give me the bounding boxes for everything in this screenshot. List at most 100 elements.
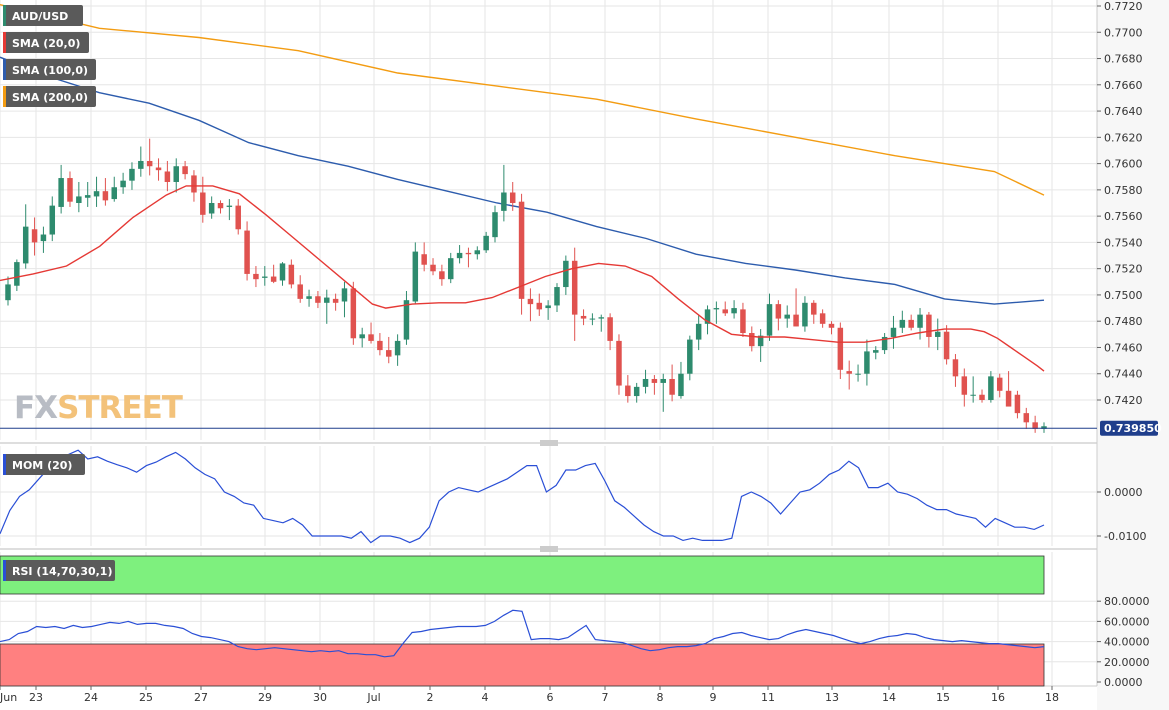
candle bbox=[864, 339, 870, 386]
candle-body bbox=[926, 314, 932, 337]
time-tick-label: 30 bbox=[313, 691, 327, 704]
candle-body bbox=[297, 284, 303, 299]
price-tick-label: 0.7700 bbox=[1104, 26, 1143, 39]
candle-body bbox=[881, 336, 888, 351]
rsi-oversold-zone bbox=[0, 643, 1045, 687]
candle-body bbox=[873, 350, 879, 353]
candle-body bbox=[890, 327, 897, 337]
svg-text:SMA (200,0): SMA (200,0) bbox=[12, 91, 88, 104]
candle-body bbox=[412, 251, 419, 302]
candle bbox=[855, 364, 861, 382]
candle bbox=[412, 242, 419, 305]
candle-body bbox=[678, 373, 684, 397]
time-tick-label: 29 bbox=[258, 691, 272, 704]
candle-body bbox=[837, 327, 844, 370]
candle bbox=[58, 164, 64, 214]
candle bbox=[926, 312, 932, 348]
candle-body bbox=[40, 234, 47, 242]
candle bbox=[217, 200, 224, 214]
candle bbox=[651, 375, 658, 395]
candle bbox=[616, 334, 622, 395]
time-tick-label: Jun bbox=[0, 691, 17, 704]
candle bbox=[49, 196, 56, 242]
legend-momentum[interactable]: MOM (20) bbox=[3, 454, 85, 475]
candle-body bbox=[642, 378, 649, 387]
candle-body bbox=[200, 192, 206, 215]
price-tick-label: 0.7680 bbox=[1104, 53, 1143, 66]
candle-body bbox=[713, 308, 720, 310]
candle bbox=[722, 301, 728, 316]
candle-body bbox=[447, 258, 454, 280]
candle bbox=[93, 176, 100, 207]
candle-body bbox=[970, 394, 976, 396]
candle bbox=[146, 138, 153, 176]
candle-body bbox=[350, 288, 357, 339]
svg-text:MOM (20): MOM (20) bbox=[12, 459, 72, 472]
candle-body bbox=[474, 250, 481, 255]
candle bbox=[22, 204, 29, 269]
candle-body bbox=[819, 313, 826, 324]
price-tick-label: 0.7720 bbox=[1104, 0, 1143, 13]
candle-body bbox=[660, 378, 666, 383]
candle bbox=[917, 308, 923, 340]
sma-20-path bbox=[0, 185, 1045, 372]
candle bbox=[421, 242, 427, 272]
legend-sma-20[interactable]: SMA (20,0) bbox=[3, 32, 89, 53]
candle-body bbox=[1014, 394, 1021, 414]
time-tick-label: 8 bbox=[657, 691, 664, 704]
candle-body bbox=[138, 160, 144, 169]
time-tick-label: 16 bbox=[991, 691, 1005, 704]
candle-body bbox=[899, 319, 906, 328]
candle-body bbox=[571, 260, 578, 315]
candle-body bbox=[456, 252, 463, 259]
candle-body bbox=[784, 314, 790, 319]
legend-sma-200[interactable]: SMA (200,0) bbox=[3, 86, 96, 107]
candle-body bbox=[244, 230, 250, 274]
resize-handle-2[interactable] bbox=[540, 546, 558, 552]
candle-body bbox=[270, 276, 277, 282]
rsi-path bbox=[0, 609, 1045, 658]
candle-body bbox=[332, 298, 339, 303]
legend-rsi[interactable]: RSI (14,70,30,1) bbox=[3, 560, 115, 581]
time-tick-label: Jul bbox=[366, 691, 380, 704]
candle bbox=[501, 164, 507, 222]
price-axis-ticks: 0.7720 0.7700 0.7680 0.7660 0.7640 0.7620 0.76… bbox=[1097, 0, 1143, 407]
candle-body bbox=[235, 205, 241, 230]
candle bbox=[793, 288, 799, 327]
fxstreet-watermark: FXSTREET bbox=[14, 390, 183, 426]
candle bbox=[766, 293, 773, 341]
candle bbox=[633, 382, 640, 403]
candle-body bbox=[633, 386, 640, 397]
svg-text:0.739850: 0.739850 bbox=[1104, 422, 1162, 435]
candle bbox=[625, 375, 631, 403]
candle bbox=[996, 373, 1003, 398]
candle bbox=[253, 266, 259, 288]
legend-sma-100[interactable]: SMA (100,0) bbox=[3, 59, 96, 80]
candle bbox=[563, 255, 569, 295]
candle-body bbox=[775, 304, 782, 319]
candle bbox=[943, 325, 950, 365]
price-tick-label: 0.7640 bbox=[1104, 105, 1143, 118]
candle-body bbox=[536, 302, 543, 310]
candle-body bbox=[483, 235, 489, 251]
candle bbox=[297, 275, 303, 303]
candle bbox=[67, 171, 73, 207]
candle bbox=[138, 146, 144, 177]
candle bbox=[129, 162, 135, 190]
time-tick-label: 27 bbox=[194, 691, 208, 704]
candle bbox=[208, 196, 215, 219]
resize-handle-1[interactable] bbox=[540, 440, 558, 446]
time-tick-label: 24 bbox=[84, 691, 98, 704]
candle-body bbox=[917, 314, 923, 328]
legend-audusd[interactable]: AUD/USD bbox=[3, 5, 83, 26]
candle bbox=[235, 199, 241, 235]
candlestick-series bbox=[5, 138, 1047, 433]
candle-body bbox=[607, 317, 613, 341]
momentum-panel bbox=[0, 446, 1097, 546]
price-tick-label: 0.7580 bbox=[1104, 184, 1143, 197]
candle-body bbox=[226, 205, 233, 207]
candle bbox=[775, 300, 782, 331]
candle bbox=[731, 300, 737, 319]
sma-20-line bbox=[0, 185, 1045, 372]
candle bbox=[341, 281, 348, 318]
